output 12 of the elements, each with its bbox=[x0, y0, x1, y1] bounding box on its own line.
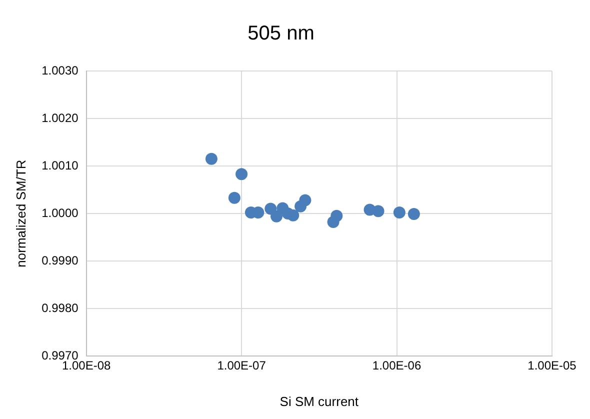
x-axis-title: Si SM current bbox=[280, 394, 359, 409]
x-tick-label: 1.00E-05 bbox=[528, 358, 577, 373]
chart-title: 505 nm bbox=[248, 22, 314, 45]
y-axis-title: normalized SM/TR bbox=[13, 160, 28, 268]
y-tick-label: 1.0010 bbox=[42, 158, 79, 172]
x-tick-label: 1.00E-06 bbox=[372, 358, 422, 373]
y-tick-label: 1.0020 bbox=[42, 110, 79, 125]
y-tick-label: 0.9980 bbox=[42, 300, 79, 315]
y-tick-label: 1.0000 bbox=[42, 206, 79, 220]
y-tick-label: 0.9990 bbox=[42, 253, 79, 268]
y-tick-label: 1.0030 bbox=[42, 63, 79, 78]
x-tick-label: 1.00E-07 bbox=[217, 358, 266, 373]
